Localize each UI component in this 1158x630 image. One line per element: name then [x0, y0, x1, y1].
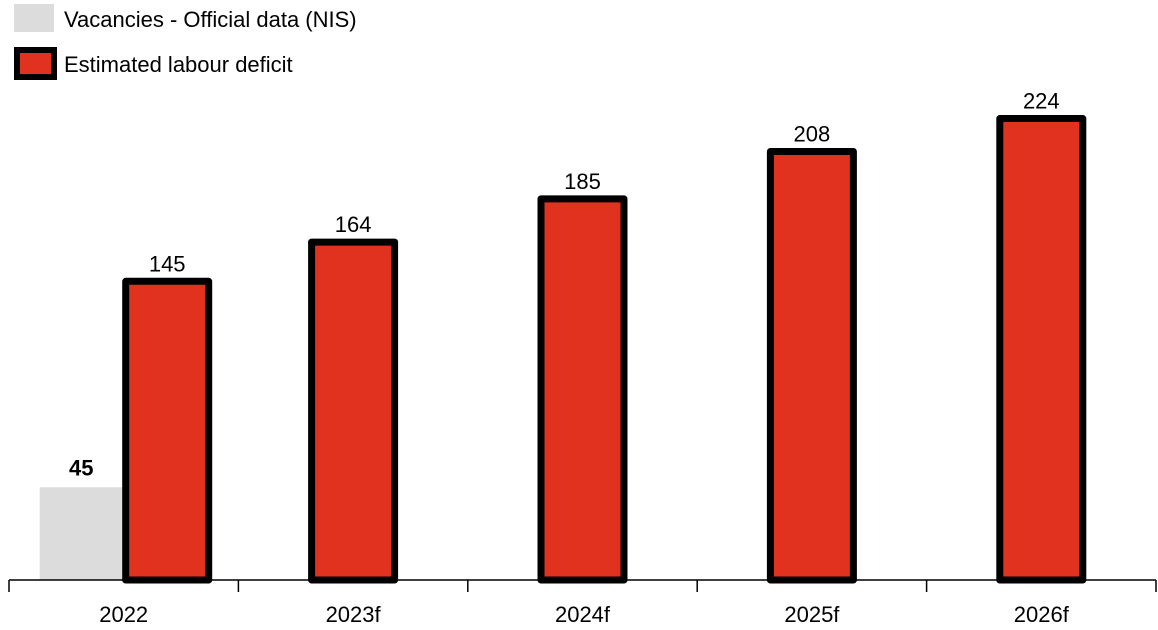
- x-axis: 2022 2023f 2024f 2025f 2026f: [9, 580, 1156, 627]
- legend-label-labour-deficit: Estimated labour deficit: [64, 52, 293, 77]
- x-tick-label-2026f: 2026f: [1014, 602, 1070, 627]
- data-label-labour-deficit-2023f: 164: [335, 212, 372, 237]
- x-tick-label-2022: 2022: [99, 602, 148, 627]
- bar-labour-deficit-2022: [126, 281, 209, 580]
- x-tick-label-2025f: 2025f: [784, 602, 840, 627]
- bar-labour-deficit-2024f: [541, 199, 624, 580]
- data-label-labour-deficit-2026f: 224: [1023, 89, 1060, 114]
- legend-label-vacancies: Vacancies - Official data (NIS): [64, 7, 357, 32]
- bar-vacancies-2022: [40, 487, 123, 580]
- bar-labour-deficit-2025f: [770, 152, 853, 580]
- bars: 45 145 164 185 208 224: [40, 89, 1083, 580]
- bar-labour-deficit-2023f: [312, 242, 395, 580]
- bar-labour-deficit-2026f: [1000, 119, 1083, 580]
- legend-swatch-labour-deficit: [17, 50, 54, 77]
- legend: Vacancies - Official data (NIS) Estimate…: [14, 4, 357, 77]
- x-tick-label-2024f: 2024f: [555, 602, 611, 627]
- data-label-labour-deficit-2022: 145: [149, 251, 186, 276]
- data-label-vacancies-2022: 45: [69, 455, 93, 480]
- legend-swatch-vacancies: [14, 4, 54, 32]
- data-label-labour-deficit-2025f: 208: [794, 122, 831, 147]
- data-label-labour-deficit-2024f: 185: [564, 169, 601, 194]
- x-tick-label-2023f: 2023f: [326, 602, 382, 627]
